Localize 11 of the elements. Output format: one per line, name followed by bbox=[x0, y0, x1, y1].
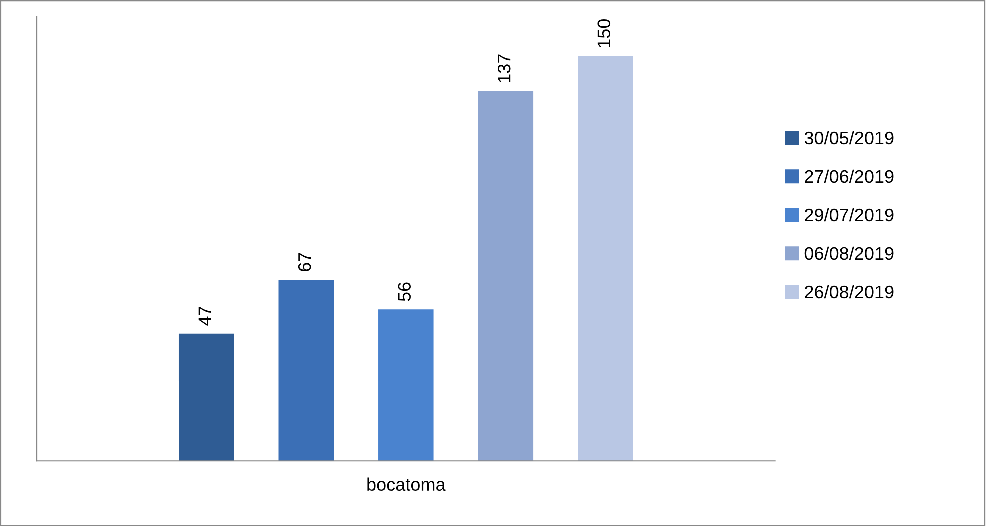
legend-label: 06/08/2019 bbox=[804, 246, 894, 260]
data-label: 67 bbox=[298, 253, 312, 272]
data-label: 56 bbox=[398, 282, 411, 302]
x-axis-title: bocatoma bbox=[368, 478, 446, 492]
legend-label: 26/08/2019 bbox=[805, 285, 894, 299]
legend-label: 29/07/2019 bbox=[805, 208, 894, 222]
data-label: 137 bbox=[498, 54, 511, 83]
legend-label: 30/05/2019 bbox=[804, 131, 894, 145]
data-label: 150 bbox=[598, 20, 611, 48]
data-label: 47 bbox=[198, 307, 212, 326]
legend-label: 27/06/2019 bbox=[805, 170, 894, 184]
